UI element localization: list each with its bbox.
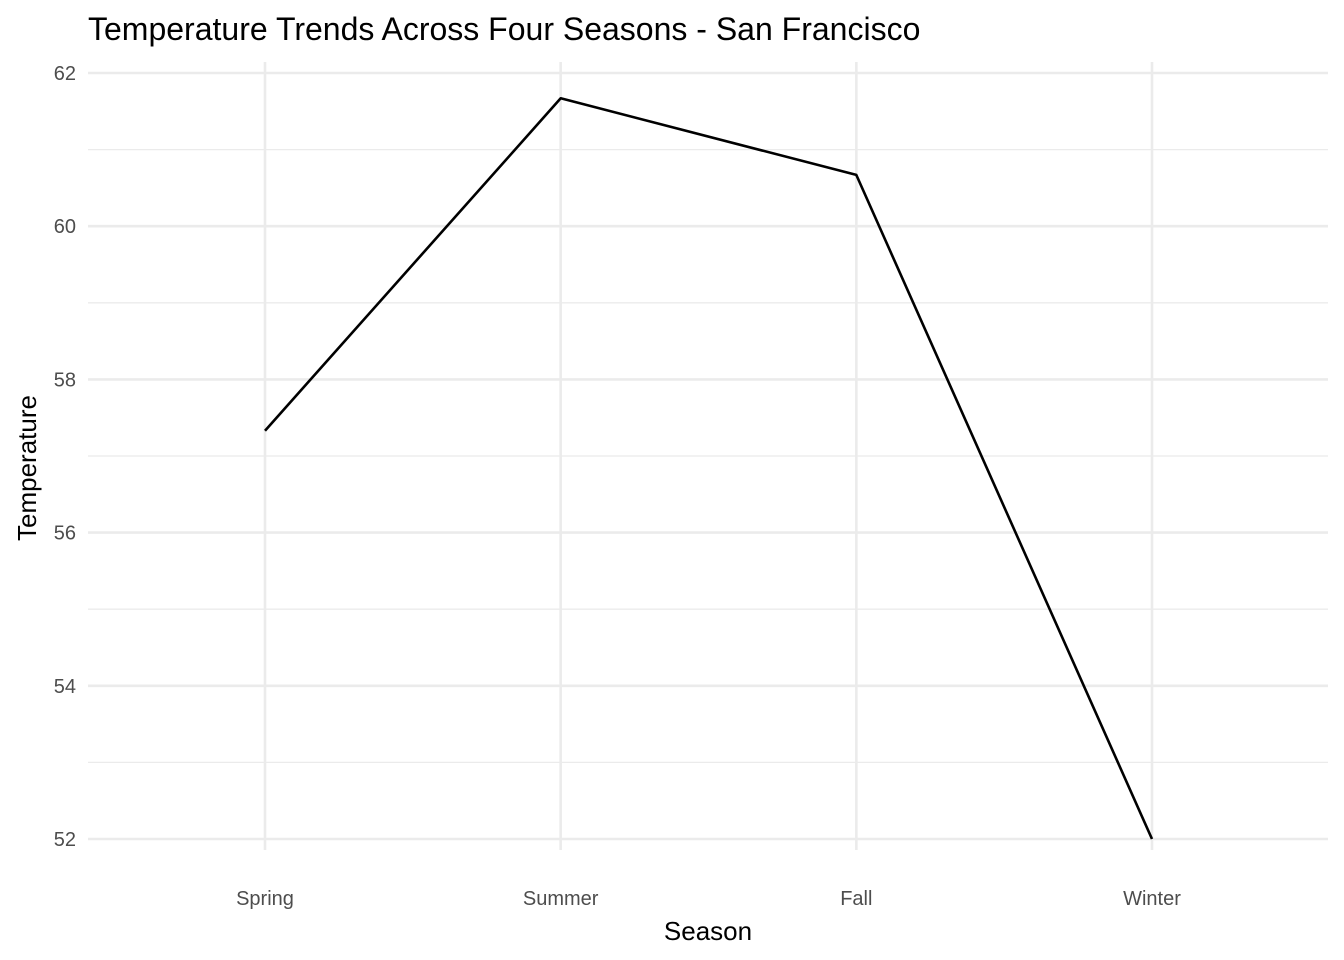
y-tick-label: 62 bbox=[54, 63, 76, 85]
x-axis-label: Season bbox=[664, 916, 752, 946]
y-tick-label: 56 bbox=[54, 523, 76, 545]
temperature-line bbox=[264, 97, 1154, 840]
x-tick-label: Fall bbox=[840, 888, 872, 910]
y-tick-label: 52 bbox=[54, 829, 76, 851]
x-tick-label: Summer bbox=[523, 888, 599, 910]
x-axis-ticks: Spring Summer Fall Winter bbox=[236, 888, 1181, 910]
y-tick-label: 54 bbox=[54, 676, 76, 698]
y-axis-label: Temperature bbox=[12, 395, 42, 541]
y-tick-label: 58 bbox=[54, 369, 76, 391]
x-tick-label: Winter bbox=[1123, 888, 1181, 910]
x-tick-label: Spring bbox=[236, 888, 294, 910]
minor-gridlines bbox=[88, 148, 1328, 764]
major-gridlines bbox=[88, 62, 1328, 850]
y-axis-ticks: 52 54 56 58 60 62 bbox=[54, 63, 76, 851]
y-tick-label: 60 bbox=[54, 216, 76, 238]
chart-title: Temperature Trends Across Four Seasons -… bbox=[88, 11, 920, 47]
